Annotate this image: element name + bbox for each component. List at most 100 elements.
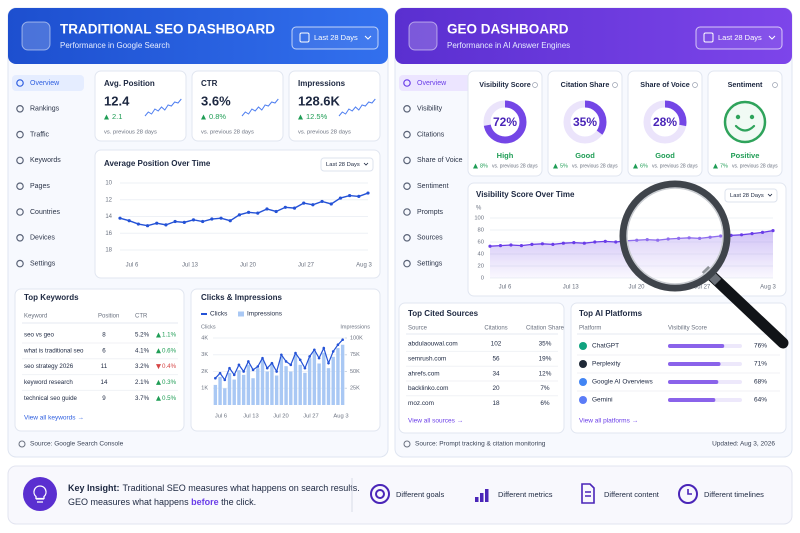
change: 0.3%	[162, 379, 177, 386]
citation-share: 12%	[539, 370, 552, 377]
bar	[326, 368, 331, 405]
axis-label: Clicks	[201, 324, 216, 330]
chart-title: Clicks & Impressions	[201, 293, 282, 302]
point	[645, 238, 649, 242]
chevron	[767, 193, 773, 197]
bar	[312, 351, 317, 405]
point	[298, 358, 302, 362]
dropdown[interactable]	[320, 157, 374, 172]
nav-item[interactable]: Devices	[30, 235, 55, 242]
nav-item[interactable]: Pages	[30, 183, 50, 190]
point	[313, 348, 316, 352]
nav-item[interactable]: Settings	[417, 260, 443, 267]
nav-item[interactable]: Citations	[417, 131, 445, 138]
panel-header	[395, 8, 792, 64]
chart-title: Visibility Score Over Time	[476, 190, 575, 199]
area	[490, 230, 773, 278]
kpi-note: vs. previous 28 days	[104, 130, 157, 136]
bar	[251, 378, 255, 405]
insight-item: Different goals	[396, 490, 444, 499]
y2-tick-label: 50K	[350, 369, 360, 375]
bar	[340, 344, 345, 405]
smiley-eye	[749, 114, 755, 120]
nav-icon	[16, 234, 24, 242]
point	[275, 370, 278, 373]
point	[118, 216, 122, 220]
dropdown-label: Last 28 Days	[730, 193, 764, 199]
point	[265, 366, 269, 370]
point	[336, 343, 340, 347]
point	[210, 217, 214, 221]
nav-item[interactable]: Visibility	[417, 106, 443, 113]
table-title: Top AI Platforms	[579, 309, 643, 318]
arrow-down	[156, 364, 161, 370]
nav-item[interactable]: Sources	[417, 235, 443, 242]
date-button[interactable]	[695, 26, 783, 50]
x-tick-label: Aug 3	[356, 263, 372, 269]
point	[237, 213, 242, 217]
date-button[interactable]	[291, 26, 379, 50]
nav-item[interactable]: Overview	[417, 80, 447, 87]
nav-item[interactable]: Sentiment	[417, 183, 449, 190]
x-tick-label: Jul 20	[273, 414, 288, 420]
x-tick-label: Jul 27	[303, 414, 318, 420]
nav-item[interactable]: Rankings	[30, 106, 60, 113]
nav-item[interactable]: Share of Voice	[417, 157, 463, 164]
bar	[213, 384, 218, 405]
nav-icon	[403, 234, 411, 242]
point	[256, 365, 260, 368]
point	[311, 203, 315, 207]
bar	[668, 398, 716, 402]
y-tick-label: 14	[105, 214, 112, 220]
point	[582, 241, 586, 245]
info-icon	[772, 82, 778, 88]
card	[547, 70, 623, 177]
y-tick-label: 60	[478, 240, 484, 246]
y-tick-label: 12	[105, 197, 112, 203]
bar-value: 71%	[754, 361, 767, 368]
source: ahrefs.com	[408, 370, 440, 377]
header-icon	[21, 21, 51, 51]
nav-item[interactable]: Traffic	[30, 131, 50, 138]
point	[219, 216, 223, 220]
nav-item[interactable]: Prompts	[417, 209, 444, 216]
sparkline	[338, 98, 376, 117]
view-all-link[interactable]: View all sources →	[408, 418, 463, 425]
point	[677, 236, 681, 240]
y-tick-label: 10	[105, 181, 112, 187]
point	[173, 219, 177, 224]
point	[488, 244, 492, 248]
nav-item[interactable]: Countries	[30, 209, 60, 216]
nav-item[interactable]: Keywords	[30, 157, 61, 164]
point	[338, 196, 343, 200]
bar	[223, 388, 227, 405]
header-icon	[408, 21, 438, 51]
nav-item[interactable]: Overview	[30, 80, 60, 87]
point	[666, 237, 670, 241]
gauge-arc	[643, 100, 687, 144]
point	[750, 232, 754, 236]
point	[561, 241, 565, 245]
date-range: Last 28 Days	[718, 33, 762, 42]
sparkline	[144, 98, 182, 117]
nav-icon	[403, 130, 411, 139]
point	[771, 229, 775, 233]
source: semrush.com	[408, 355, 446, 362]
point	[303, 366, 307, 370]
kpi-note: vs. previous 28 days	[298, 130, 351, 136]
kpi-value: 12.4	[104, 93, 130, 108]
point	[540, 242, 545, 246]
arrow-up	[156, 379, 161, 385]
nav-item[interactable]: Settings	[30, 260, 56, 267]
point	[635, 238, 639, 242]
insight-label: Key Insight:	[68, 483, 120, 493]
info-icon	[18, 440, 26, 448]
arrow-up	[156, 348, 161, 354]
bar	[246, 364, 251, 405]
view-all-link[interactable]: View all keywords →	[24, 415, 84, 422]
view-all-link[interactable]: View all platforms →	[579, 418, 638, 425]
card	[191, 70, 284, 142]
nav-icon	[403, 79, 411, 87]
dropdown[interactable]	[724, 188, 778, 203]
nav-icon	[403, 105, 411, 113]
